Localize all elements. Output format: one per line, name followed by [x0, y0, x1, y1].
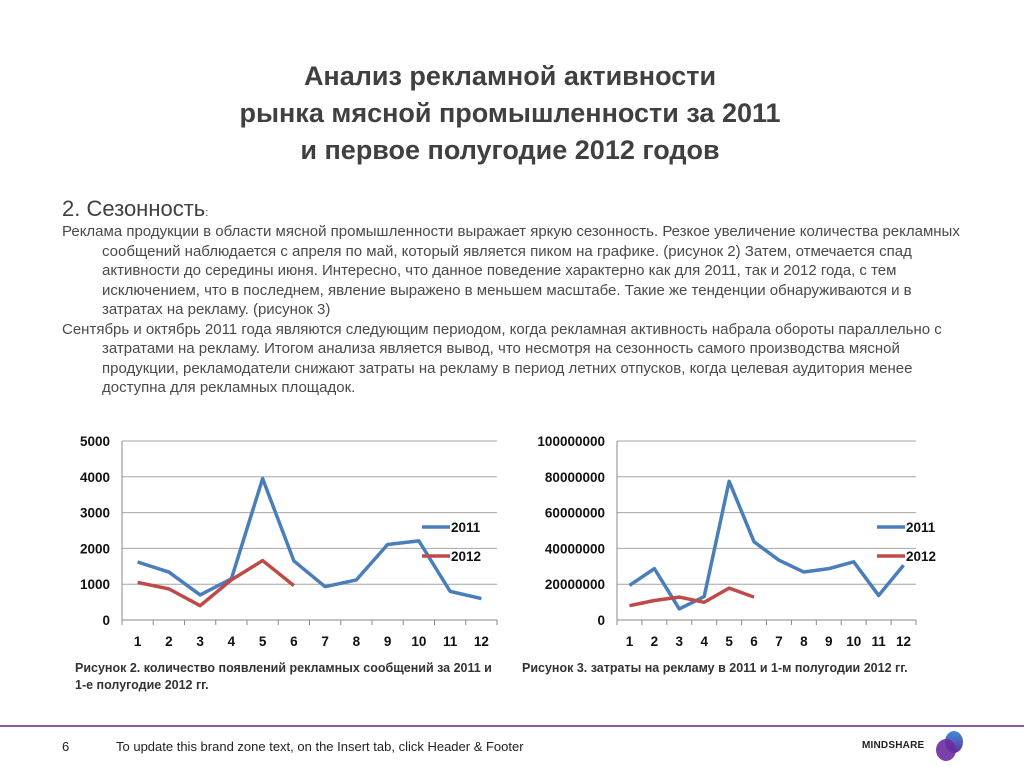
x-tick-label: 7	[775, 634, 783, 649]
x-tick-label: 10	[411, 634, 426, 649]
x-tick-label: 2	[165, 634, 173, 649]
x-tick-label: 5	[725, 634, 733, 649]
y-tick-label: 4000	[80, 470, 110, 485]
series-line-2011	[628, 479, 905, 611]
page-number: 6	[62, 739, 70, 754]
y-tick-label: 60000000	[545, 506, 605, 521]
x-tick-label: 4	[700, 634, 708, 649]
section-colon: :	[205, 207, 209, 219]
figure-caption: Рисунок 2. количество появлений рекламны…	[75, 661, 492, 692]
body-text: Реклама продукции в области мясной промы…	[62, 222, 962, 398]
x-tick-label: 11	[871, 634, 886, 649]
x-tick-label: 12	[474, 634, 489, 649]
y-tick-label: 5000	[80, 434, 110, 449]
x-tick-label: 5	[259, 634, 267, 649]
x-tick-label: 1	[626, 634, 634, 649]
y-tick-label: 40000000	[545, 541, 605, 556]
legend-label: 2011	[906, 520, 936, 535]
legend-label: 2012	[906, 549, 936, 564]
title-line: Анализ рекламной активности	[303, 61, 717, 91]
x-tick-label: 3	[196, 634, 204, 649]
figure-caption: Рисунок 3. затраты на рекламу в 2011 и 1…	[522, 661, 908, 675]
legend-label: 2011	[451, 520, 481, 535]
section-heading-text: 2. Сезонность	[62, 196, 206, 221]
title-line: и первое полугодие 2012 годов	[300, 135, 720, 165]
x-tick-label: 9	[384, 634, 392, 649]
footer-divider	[0, 725, 1024, 727]
x-tick-label: 9	[825, 634, 833, 649]
logo-mark-icon	[936, 731, 963, 761]
paragraph: Сентябрь и октябрь 2011 года являются сл…	[62, 320, 942, 397]
y-tick-label: 2000	[80, 541, 110, 556]
x-tick-label: 8	[353, 634, 361, 649]
y-tick-label: 20000000	[545, 577, 605, 592]
footer-text: To update this brand zone text, on the I…	[116, 739, 524, 754]
series-line-2012	[629, 586, 755, 608]
y-tick-label: 3000	[80, 506, 110, 521]
x-tick-label: 10	[846, 634, 861, 649]
section-heading: 2. Сезонность:	[62, 196, 208, 222]
series-line-2011	[137, 476, 482, 601]
y-tick-label: 0	[597, 613, 605, 628]
slide-title: Анализ рекламной активности рынка мясной…	[150, 58, 870, 169]
mindshare-logo: MINDSHARE	[862, 730, 972, 762]
x-tick-label: 2	[651, 634, 659, 649]
x-tick-label: 7	[321, 634, 329, 649]
x-tick-label: 1	[134, 634, 142, 649]
x-tick-label: 12	[896, 634, 911, 649]
x-tick-label: 3	[676, 634, 684, 649]
y-tick-label: 80000000	[545, 470, 605, 485]
x-tick-label: 8	[800, 634, 808, 649]
logo-text: MINDSHARE	[862, 740, 925, 751]
y-tick-label: 1000	[80, 577, 110, 592]
y-tick-label: 100000000	[537, 434, 605, 449]
paragraph: Реклама продукции в области мясной промы…	[62, 223, 960, 318]
x-tick-label: 6	[750, 634, 758, 649]
x-tick-label: 11	[443, 634, 458, 649]
series-line-2012	[137, 558, 295, 608]
legend-label: 2012	[451, 549, 481, 564]
x-tick-label: 6	[290, 634, 298, 649]
x-tick-label: 4	[228, 634, 236, 649]
y-tick-label: 0	[102, 613, 110, 628]
title-line: рынка мясной промышленности за 2011	[239, 98, 781, 128]
